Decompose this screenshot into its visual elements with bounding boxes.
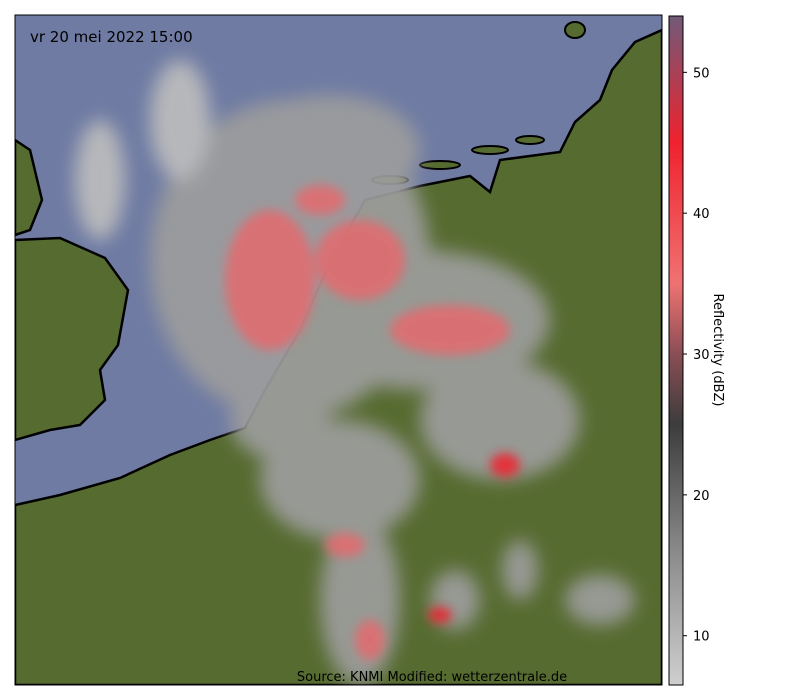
radar-heavy bbox=[225, 185, 520, 660]
colorbar-tick-label: 20 bbox=[693, 489, 710, 504]
colorbar-tick-label: 30 bbox=[693, 348, 710, 363]
colorbar-tick-label: 10 bbox=[693, 630, 710, 645]
coast-left bbox=[15, 138, 44, 237]
colorbar: 10 20 30 40 50 bbox=[668, 15, 710, 686]
england bbox=[15, 236, 130, 442]
colorbar-tick-label: 50 bbox=[693, 66, 710, 81]
timestamp: vr 20 mei 2022 15:00 bbox=[30, 28, 193, 46]
map bbox=[15, 15, 662, 685]
colorbar-label: Reflectivity (dBZ) bbox=[710, 294, 725, 407]
colorbar-tick-label: 40 bbox=[693, 207, 710, 222]
source: Source: KNMI Modified: wetterzentrale.de bbox=[297, 670, 567, 685]
map-frame bbox=[14, 14, 663, 686]
colorbar-scale bbox=[668, 15, 684, 686]
